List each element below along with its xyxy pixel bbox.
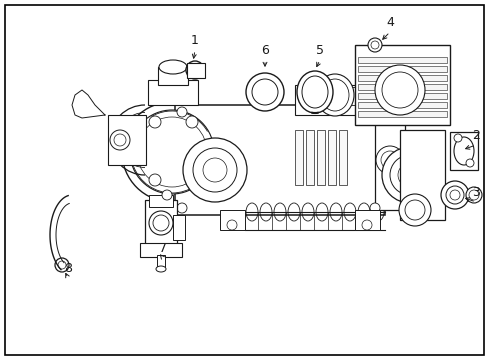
Circle shape — [130, 110, 214, 194]
Circle shape — [251, 79, 278, 105]
Bar — [338, 130, 346, 185]
Circle shape — [449, 190, 459, 200]
Circle shape — [226, 220, 237, 230]
Bar — [399, 130, 444, 220]
Circle shape — [453, 134, 461, 142]
Circle shape — [367, 38, 381, 52]
Bar — [357, 84, 446, 90]
Circle shape — [369, 107, 379, 117]
Bar — [108, 115, 146, 165]
Text: 8: 8 — [64, 262, 72, 275]
Circle shape — [361, 220, 371, 230]
Ellipse shape — [159, 60, 186, 74]
Circle shape — [114, 134, 126, 146]
Circle shape — [398, 194, 430, 226]
Ellipse shape — [296, 71, 332, 113]
Text: 6: 6 — [261, 44, 268, 57]
Bar — [149, 195, 173, 207]
Circle shape — [369, 203, 379, 213]
Circle shape — [189, 64, 201, 76]
Bar — [157, 255, 164, 267]
Circle shape — [465, 187, 481, 203]
Bar — [173, 215, 184, 240]
Text: 1: 1 — [191, 34, 199, 47]
Bar — [357, 75, 446, 81]
Bar — [294, 85, 364, 115]
Circle shape — [380, 151, 398, 169]
Ellipse shape — [453, 137, 473, 165]
Bar — [357, 66, 446, 72]
Circle shape — [185, 174, 198, 186]
Bar — [357, 102, 446, 108]
Circle shape — [465, 159, 473, 167]
Circle shape — [110, 130, 130, 150]
Circle shape — [397, 163, 421, 187]
Text: 2: 2 — [471, 129, 479, 142]
Bar — [354, 210, 379, 230]
Circle shape — [183, 138, 246, 202]
Circle shape — [374, 65, 424, 115]
Circle shape — [177, 107, 186, 117]
Circle shape — [468, 190, 478, 200]
Bar — [374, 110, 404, 210]
Ellipse shape — [302, 76, 327, 108]
Circle shape — [55, 258, 69, 272]
Circle shape — [203, 158, 226, 182]
Bar — [175, 105, 384, 215]
Circle shape — [381, 72, 417, 108]
Text: 7: 7 — [159, 242, 167, 255]
Bar — [145, 200, 177, 245]
Circle shape — [177, 203, 186, 213]
Circle shape — [149, 211, 173, 235]
Bar — [305, 130, 313, 185]
Ellipse shape — [320, 79, 348, 111]
Text: 3: 3 — [471, 186, 479, 199]
Ellipse shape — [315, 74, 353, 116]
Bar — [305, 87, 354, 105]
Bar — [357, 93, 446, 99]
Bar — [327, 130, 335, 185]
Circle shape — [245, 73, 284, 111]
Circle shape — [375, 146, 403, 174]
Bar — [140, 243, 182, 257]
Ellipse shape — [156, 266, 165, 272]
Text: 5: 5 — [315, 44, 324, 57]
Circle shape — [193, 148, 237, 192]
Circle shape — [185, 61, 203, 79]
Bar — [357, 57, 446, 63]
Circle shape — [149, 116, 161, 128]
Bar — [220, 210, 244, 230]
Circle shape — [58, 261, 66, 269]
Circle shape — [137, 117, 206, 187]
Circle shape — [445, 186, 463, 204]
Circle shape — [404, 200, 424, 220]
Bar — [316, 130, 325, 185]
Bar — [354, 45, 449, 125]
Circle shape — [389, 155, 429, 195]
Circle shape — [149, 174, 161, 186]
Bar — [449, 132, 477, 170]
Circle shape — [440, 181, 468, 209]
Circle shape — [162, 190, 172, 200]
Bar — [357, 111, 446, 117]
Bar — [294, 130, 303, 185]
Circle shape — [185, 116, 198, 128]
Bar — [148, 80, 198, 105]
Bar — [158, 67, 187, 85]
Circle shape — [381, 147, 437, 203]
Text: 4: 4 — [385, 16, 393, 29]
Ellipse shape — [122, 102, 222, 202]
Bar — [186, 63, 204, 78]
Circle shape — [370, 41, 378, 49]
Circle shape — [153, 215, 169, 231]
